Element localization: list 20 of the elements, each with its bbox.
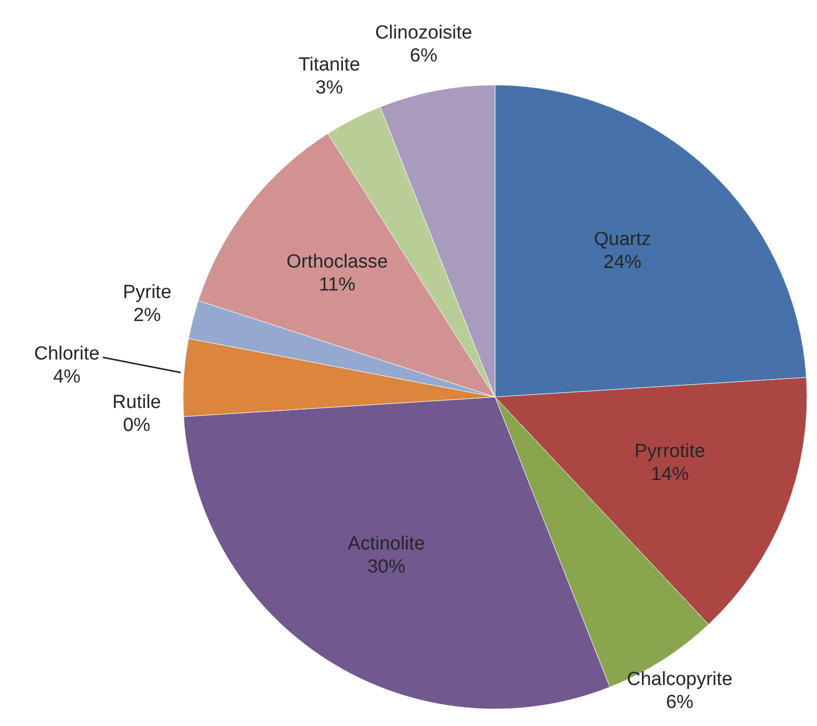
slice-label: Pyrite (122, 282, 172, 303)
data-label: 14% (650, 464, 689, 486)
category-label: Rutile (112, 392, 161, 414)
data-label: 6% (410, 45, 438, 66)
data-label: 11% (318, 274, 356, 296)
data-label: 24% (603, 252, 642, 274)
text: 0% (122, 415, 150, 436)
slice-label: Pyrrotite (634, 441, 706, 462)
slice-label: Titanite (298, 54, 360, 76)
slice-label: Chalcopyrite (626, 668, 732, 690)
data-label: 6% (666, 692, 694, 713)
data-label: 3% (316, 78, 344, 99)
data-label: 4% (53, 366, 81, 388)
data-label: 2% (133, 304, 161, 326)
slice-label: Quartz (594, 229, 651, 250)
slice-label: Orthoclasse (286, 251, 388, 272)
slice-label: Actinolite (348, 533, 425, 554)
slice-label: Clinozoisite (375, 22, 472, 44)
data-label: 30% (367, 556, 406, 578)
slice-label: Chlorite (34, 343, 100, 364)
